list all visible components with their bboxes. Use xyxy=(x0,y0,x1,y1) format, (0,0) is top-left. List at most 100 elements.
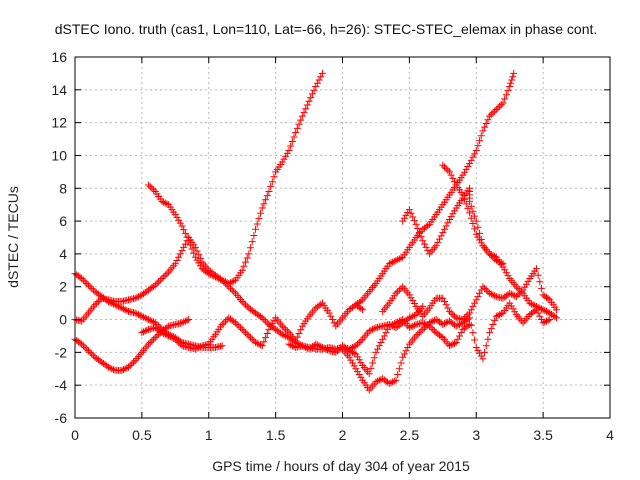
data-point xyxy=(466,314,474,322)
data-point xyxy=(491,292,499,300)
data-point xyxy=(474,346,482,354)
data-point xyxy=(317,73,325,81)
data-point xyxy=(534,271,542,279)
data-point xyxy=(447,213,455,221)
data-point xyxy=(462,200,470,208)
data-point xyxy=(328,316,336,324)
data-point xyxy=(307,94,315,102)
data-point xyxy=(84,347,92,355)
data-point xyxy=(451,339,459,347)
data-point xyxy=(477,132,485,140)
data-point xyxy=(267,183,275,191)
data-point xyxy=(402,211,410,219)
data-point xyxy=(350,349,358,357)
data-point xyxy=(148,317,156,325)
data-point xyxy=(235,322,243,330)
data-point xyxy=(440,320,448,328)
data-point xyxy=(481,284,489,292)
data-point xyxy=(257,313,265,321)
data-point xyxy=(456,320,464,328)
data-point xyxy=(196,254,204,262)
data-point xyxy=(471,225,479,233)
data-point xyxy=(263,192,271,200)
data-point xyxy=(349,359,357,367)
data-point xyxy=(429,325,437,333)
data-point xyxy=(456,332,464,340)
data-point xyxy=(183,233,191,241)
data-point xyxy=(163,200,171,208)
data-point xyxy=(143,315,151,323)
data-point xyxy=(517,288,525,296)
data-point xyxy=(452,339,460,347)
data-point xyxy=(104,363,112,371)
data-point xyxy=(175,339,183,347)
data-point xyxy=(220,278,228,286)
data-point xyxy=(519,286,527,294)
data-point xyxy=(462,165,470,173)
data-point xyxy=(151,334,159,342)
data-point xyxy=(486,329,494,337)
data-point xyxy=(387,321,395,329)
data-point xyxy=(399,353,407,361)
data-point xyxy=(83,279,91,287)
data-point xyxy=(171,211,179,219)
data-point xyxy=(444,219,452,227)
data-point xyxy=(76,273,84,281)
data-point xyxy=(410,300,418,308)
data-point xyxy=(504,272,512,280)
data-point xyxy=(499,99,507,107)
data-point xyxy=(496,311,504,319)
data-point xyxy=(345,353,353,361)
data-point xyxy=(489,320,497,328)
data-point xyxy=(215,275,223,283)
data-point xyxy=(459,171,467,179)
data-point xyxy=(237,324,245,332)
data-point xyxy=(454,321,462,329)
data-point xyxy=(389,258,397,266)
data-point xyxy=(312,83,320,91)
data-point xyxy=(357,337,365,345)
data-point xyxy=(81,343,89,351)
data-point xyxy=(293,124,301,132)
data-point xyxy=(175,253,183,261)
data-point xyxy=(392,376,400,384)
data-point xyxy=(382,329,390,337)
data-point xyxy=(511,308,519,316)
data-point xyxy=(487,325,495,333)
data-point xyxy=(195,259,203,267)
data-point xyxy=(537,284,545,292)
data-point xyxy=(171,260,179,268)
data-point xyxy=(492,106,500,114)
data-point xyxy=(262,334,270,342)
data-point xyxy=(511,292,519,300)
data-point xyxy=(125,363,132,371)
data-point xyxy=(258,204,266,212)
data-point xyxy=(190,249,198,257)
data-point xyxy=(397,359,405,367)
data-point xyxy=(497,310,505,318)
data-point xyxy=(414,224,422,232)
data-point xyxy=(218,276,226,284)
x-tick-label: 0.5 xyxy=(132,427,152,443)
data-point xyxy=(196,262,204,270)
data-point xyxy=(536,312,544,320)
data-point xyxy=(357,304,365,312)
data-point xyxy=(359,306,367,314)
data-point xyxy=(472,343,480,351)
y-tick-label: 0 xyxy=(59,312,67,328)
data-point xyxy=(474,293,482,301)
data-point xyxy=(153,332,161,340)
data-point xyxy=(88,284,96,292)
data-point xyxy=(486,250,494,258)
data-point xyxy=(282,325,290,333)
data-point xyxy=(191,253,199,261)
data-point xyxy=(542,317,550,325)
data-point xyxy=(247,334,255,342)
data-point xyxy=(181,240,189,248)
data-point xyxy=(86,348,94,356)
data-point xyxy=(422,243,430,251)
data-point xyxy=(481,348,489,356)
data-point xyxy=(370,354,378,362)
data-point xyxy=(350,362,358,370)
data-point xyxy=(469,220,477,228)
